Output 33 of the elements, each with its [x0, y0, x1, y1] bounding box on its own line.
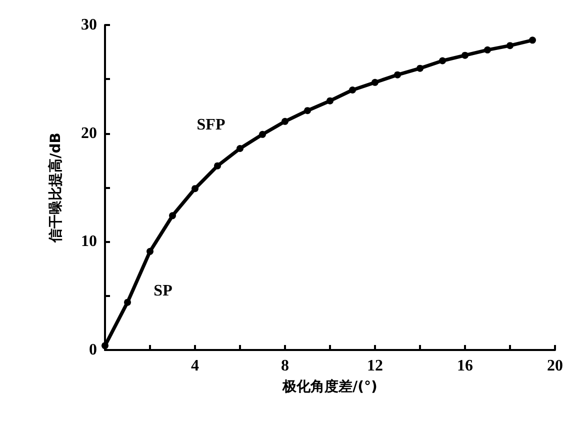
point [146, 248, 154, 255]
y-tick-label: 30 [81, 16, 97, 34]
point [439, 57, 446, 64]
point [214, 162, 221, 170]
point [484, 46, 491, 54]
point [282, 118, 288, 125]
point [506, 42, 514, 50]
point [326, 97, 334, 104]
x-tick-label: 12 [367, 358, 383, 374]
x-tick-label: 20 [547, 358, 563, 374]
point [416, 64, 424, 72]
x-axis-title: 极化角度差/(°) [282, 378, 378, 395]
x-tick-label: 16 [457, 358, 473, 374]
annotation: SP [154, 282, 173, 300]
y-axis-title: 信干噪比提高/dB [47, 132, 64, 244]
point [124, 298, 131, 306]
point [349, 86, 356, 94]
point [192, 185, 198, 192]
y-tick-label: 0 [89, 342, 97, 358]
point [236, 145, 244, 152]
point [394, 71, 401, 78]
point [102, 342, 108, 350]
point [169, 212, 176, 220]
y-tick-label: 10 [81, 233, 97, 250]
point [462, 52, 468, 59]
y-tick-label: 20 [81, 124, 97, 142]
annotation: SFP [196, 116, 226, 134]
point [304, 107, 311, 114]
point [529, 36, 536, 44]
point [372, 78, 378, 86]
x-tick-label: 4 [191, 358, 199, 374]
point [259, 130, 266, 138]
x-tick-label: 8 [281, 358, 289, 374]
